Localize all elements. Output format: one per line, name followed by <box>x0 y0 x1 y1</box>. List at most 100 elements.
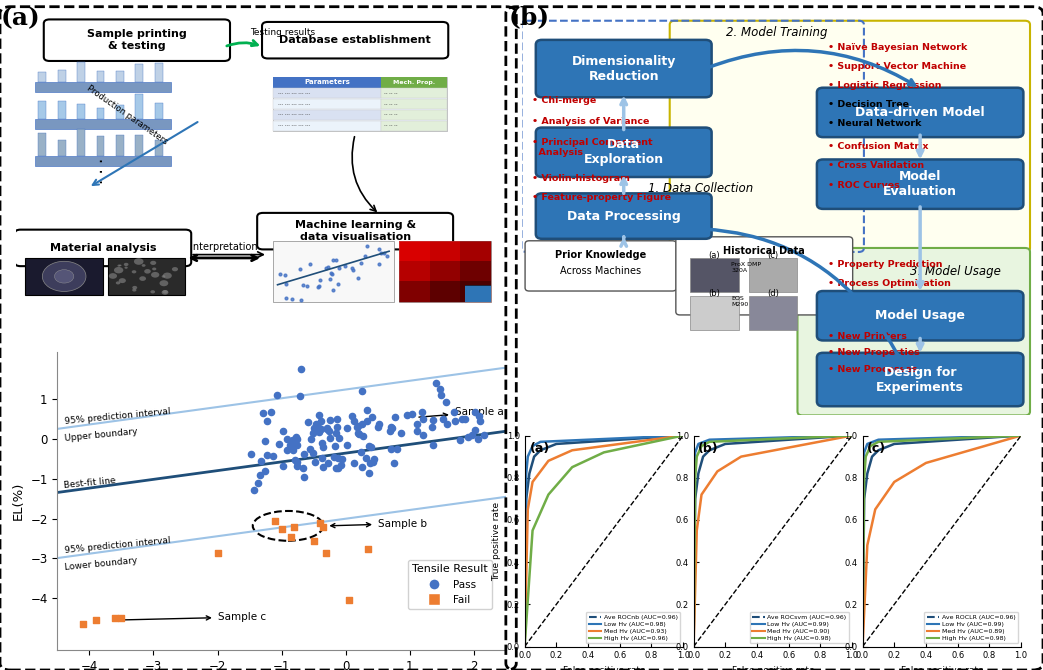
Circle shape <box>118 265 121 267</box>
Point <box>286 521 302 532</box>
Bar <box>272 77 447 131</box>
Med Hv (AUC=0.93) <box>677 431 689 440</box>
Low Hv (AUC=0.98) <box>522 453 534 461</box>
Point <box>470 434 487 445</box>
Circle shape <box>116 281 120 285</box>
Point <box>308 419 324 429</box>
Med Hv (AUC=0.93) <box>542 457 555 465</box>
Point <box>278 434 295 445</box>
Point <box>310 282 326 293</box>
Text: Best-fit line: Best-fit line <box>64 476 117 490</box>
Point <box>360 543 377 554</box>
Point <box>355 430 371 441</box>
Point <box>383 444 399 454</box>
FancyBboxPatch shape <box>258 213 453 249</box>
Point <box>287 455 304 466</box>
FancyBboxPatch shape <box>817 88 1023 137</box>
Text: Sample a: Sample a <box>419 407 504 417</box>
Low Hv (AUC=0.98) <box>527 442 539 450</box>
Point <box>288 457 305 468</box>
Point <box>446 415 463 426</box>
Text: Data-driven Model: Data-driven Model <box>855 106 985 119</box>
Point <box>284 294 300 305</box>
Low Hv (AUC=0.99) <box>857 463 870 471</box>
Point <box>359 405 375 415</box>
High Hv (AUC=0.98) <box>703 438 715 446</box>
High Hv (AUC=0.98) <box>846 431 858 440</box>
Text: Data Processing: Data Processing <box>566 210 681 222</box>
Ave ROCsvm (AUC=0.96) <box>689 495 702 503</box>
Bar <box>398 261 430 281</box>
Point <box>414 407 431 417</box>
Low Hv (AUC=0.99) <box>846 431 858 440</box>
Text: • ROC Curves: • ROC Curves <box>828 181 900 190</box>
Point <box>333 459 349 470</box>
Low Hv (AUC=0.99) <box>689 448 702 456</box>
Text: 95% prediction interval: 95% prediction interval <box>64 536 171 555</box>
Point <box>361 468 378 478</box>
Text: Sample b: Sample b <box>331 519 427 529</box>
Bar <box>136 129 143 155</box>
Circle shape <box>119 278 126 283</box>
Point <box>318 423 335 434</box>
Circle shape <box>142 264 146 267</box>
Point <box>428 378 444 389</box>
High Hv (AUC=0.98) <box>865 442 877 450</box>
Point <box>321 433 338 444</box>
Point <box>282 440 298 451</box>
Point <box>274 426 291 437</box>
Bar <box>381 121 447 131</box>
Point <box>435 414 452 425</box>
Point <box>362 458 379 468</box>
Circle shape <box>114 267 123 273</box>
Point <box>113 613 129 624</box>
Point <box>354 419 370 429</box>
Text: -- -- --: -- -- -- <box>385 123 398 128</box>
Text: 1. Data Collection: 1. Data Collection <box>648 182 753 195</box>
Point <box>464 430 481 441</box>
Text: --- --- --- --- ---: --- --- --- --- --- <box>277 91 310 96</box>
Text: Database establishment: Database establishment <box>280 36 431 45</box>
Text: • Violin-histogram: • Violin-histogram <box>532 174 630 183</box>
Ave ROCsvm (AUC=0.96) <box>719 440 731 448</box>
Bar <box>381 110 447 120</box>
Point <box>315 521 332 532</box>
Bar <box>749 296 798 330</box>
Bar <box>398 241 491 302</box>
Point <box>349 428 366 439</box>
Ave ROCsvm (AUC=0.96) <box>687 643 700 651</box>
Line: High Hv (AUC=0.98): High Hv (AUC=0.98) <box>863 436 1021 647</box>
Point <box>384 422 401 433</box>
Point <box>471 416 488 427</box>
X-axis label: False positive rate: False positive rate <box>731 666 815 670</box>
Text: Machine learning &
data visualisation: Machine learning & data visualisation <box>294 220 416 242</box>
Text: • Naïve Bayesian Network: • Naïve Bayesian Network <box>828 43 968 52</box>
Text: --- --- --- --- ---: --- --- --- --- --- <box>277 123 310 128</box>
Point <box>386 411 403 422</box>
Med Hv (AUC=0.93) <box>527 478 539 486</box>
Bar <box>116 72 124 82</box>
High Hv (AUC=0.98) <box>872 438 884 446</box>
Legend: Ave ROCnb (AUC=0.96), Low Hv (AUC=0.98), Med Hv (AUC=0.93), High Hv (AUC=0.96): Ave ROCnb (AUC=0.96), Low Hv (AUC=0.98),… <box>586 612 680 643</box>
Point <box>210 547 226 558</box>
Point <box>289 460 306 471</box>
Circle shape <box>144 269 151 273</box>
Text: -- -- --: -- -- -- <box>385 91 398 96</box>
Low Hv (AUC=0.99) <box>687 643 700 651</box>
Point <box>257 466 273 476</box>
FancyBboxPatch shape <box>817 291 1023 340</box>
Point <box>329 463 345 474</box>
Med Hv (AUC=0.93) <box>522 505 534 513</box>
Low Hv (AUC=0.98) <box>518 643 531 651</box>
High Hv (AUC=0.98) <box>696 442 708 450</box>
FancyBboxPatch shape <box>676 237 853 315</box>
Point <box>301 258 318 269</box>
Bar <box>116 130 124 155</box>
Text: Model Usage: Model Usage <box>875 310 965 322</box>
Point <box>322 267 339 278</box>
Point <box>321 414 338 425</box>
Point <box>276 269 293 280</box>
Bar <box>460 281 491 302</box>
Point <box>292 263 309 274</box>
Bar <box>272 110 381 120</box>
